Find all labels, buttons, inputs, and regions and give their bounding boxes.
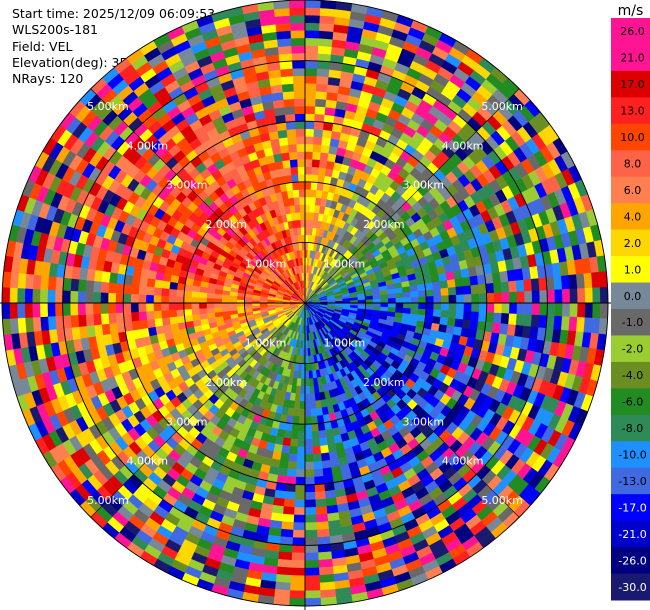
colorbar-tick-label: 13.0 — [620, 105, 645, 118]
info-panel: Start time: 2025/12/09 06:09:53 WLS200s-… — [12, 6, 215, 87]
start-time-label: Start time: 2025/12/09 06:09:53 — [12, 6, 216, 21]
colorbar-tick-label: 0.0 — [624, 290, 642, 303]
colorbar-tick-label: 4.0 — [624, 210, 642, 223]
field-label: Field: VEL — [12, 38, 73, 54]
colorbar-tick-label: -13.0 — [618, 475, 646, 488]
instrument-label: WLS200s-181 — [12, 22, 98, 38]
colorbar-tick-label: -2.0 — [622, 343, 643, 356]
colorbar-tick-label: -21.0 — [618, 528, 646, 541]
colorbar-tick-label: 21.0 — [620, 52, 645, 65]
colorbar-tick-label: -1.0 — [622, 316, 643, 329]
colorbar-tick-label: -8.0 — [622, 422, 643, 435]
elevation-label: Elevation(deg): 35.00 — [12, 54, 148, 70]
colorbar-tick-label: 17.0 — [620, 78, 645, 91]
colorbar-unit-label: m/s — [618, 3, 644, 19]
colorbar-tick-label: -17.0 — [618, 501, 646, 514]
colorbar-tick-label: 6.0 — [624, 184, 642, 197]
colorbar-tick-label: 8.0 — [624, 158, 642, 171]
colorbar-tick-label: -10.0 — [618, 449, 646, 462]
colorbar-tick-label: -26.0 — [618, 554, 646, 567]
colorbar-tick-label: 1.0 — [624, 263, 642, 276]
nrays-label: NRays: 120 — [12, 71, 84, 87]
colorbar-tick-label: -30.0 — [618, 581, 646, 594]
colorbar-tick-label: -4.0 — [622, 369, 643, 382]
colorbar-tick-label: -6.0 — [622, 396, 643, 409]
colorbar-tick-label: 26.0 — [620, 25, 645, 38]
colorbar-tick-label: 2.0 — [624, 237, 642, 250]
colorbar-tick-label: 10.0 — [620, 131, 645, 144]
